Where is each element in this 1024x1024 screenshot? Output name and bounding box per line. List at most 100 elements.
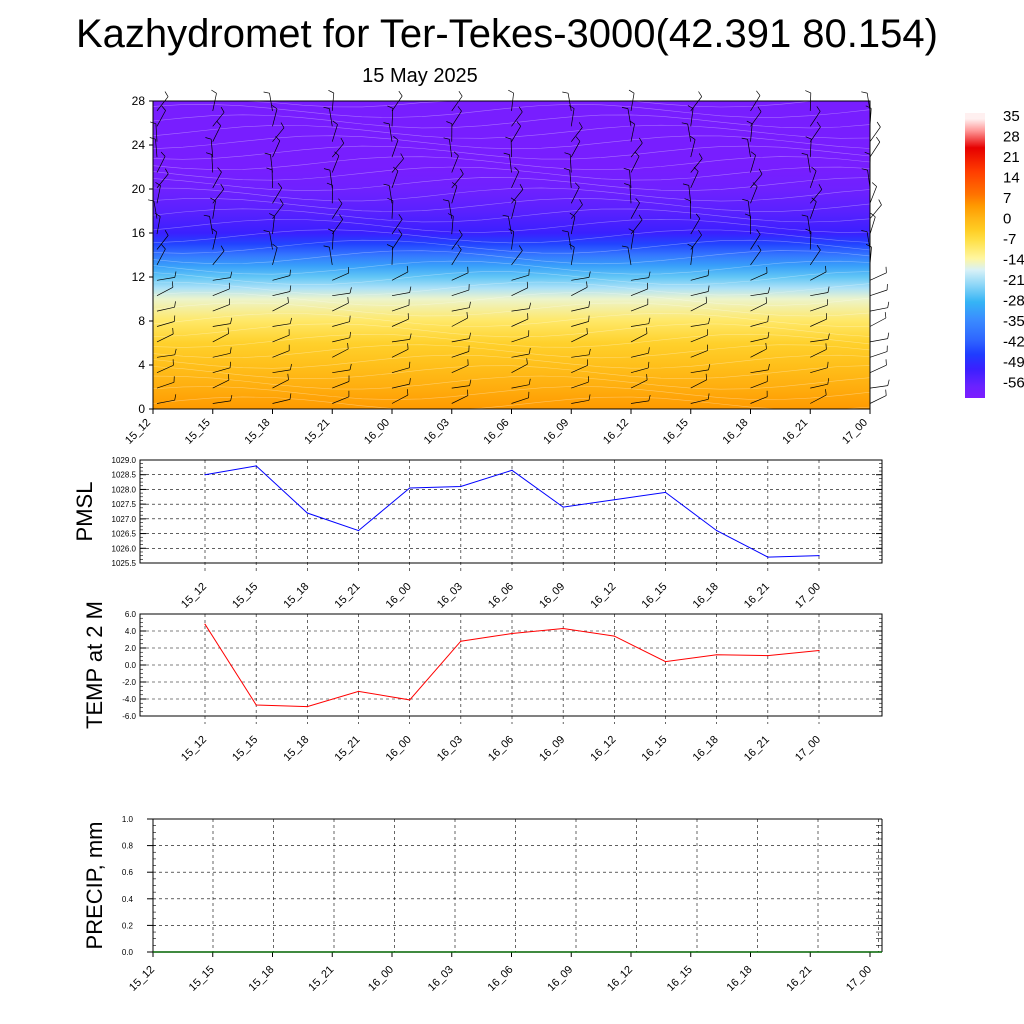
wind-barb-flag [707, 285, 710, 292]
wind-barb [451, 272, 469, 281]
colorbar-label: -56 [1003, 375, 1024, 392]
wind-barb [272, 140, 281, 158]
wind-barb [809, 92, 812, 111]
panel-frame [139, 613, 883, 717]
wind-barb [567, 93, 572, 111]
data-point [306, 512, 308, 514]
x-tick-label: 16_15 [665, 964, 695, 994]
wind-barb-flag [861, 91, 868, 94]
wind-barb [630, 333, 648, 343]
wind-barb-flag [458, 91, 463, 97]
x-tick-label: 15_12 [179, 734, 209, 764]
wind-barb-flag [349, 331, 351, 338]
wind-barb [810, 367, 828, 374]
wind-barb-flag [765, 342, 767, 350]
wind-barb-flag [502, 214, 509, 217]
data-point [460, 485, 462, 488]
wind-barb-flag [174, 301, 176, 308]
data-point [357, 690, 360, 693]
y-tick-label: 0.4 [122, 895, 134, 904]
data-point [306, 706, 308, 708]
wind-barb-flag [757, 106, 762, 112]
wind-barb-flag [588, 301, 591, 308]
wind-barb [869, 216, 876, 235]
wind-barb [329, 247, 333, 265]
x-tick-label: 16_03 [422, 417, 452, 447]
x-tick-label: 16_15 [640, 581, 670, 611]
wind-barb [391, 394, 409, 404]
wind-barb-flag [383, 183, 390, 186]
colorbar-label: -42 [1003, 334, 1024, 351]
wind-barb [156, 185, 161, 204]
wind-barb [509, 154, 512, 173]
wind-barb-flag [746, 120, 753, 125]
wind-barb [630, 379, 648, 389]
wind-barb [690, 323, 709, 327]
wind-barb [747, 139, 751, 158]
wind-barb-flag [503, 152, 510, 155]
y-tick-label: 0.6 [122, 868, 134, 877]
wind-barb-flag [469, 301, 471, 308]
wind-barb [451, 317, 468, 327]
wind-barb [156, 364, 174, 374]
wind-barb [156, 216, 161, 235]
wind-barb-flag [446, 121, 453, 125]
wind-barb [750, 396, 768, 404]
wind-barb-flag [338, 198, 343, 204]
wind-barb-flag [457, 244, 462, 250]
wind-barb-flag [621, 107, 628, 109]
wind-barb [332, 369, 351, 374]
wind-barb [630, 93, 635, 111]
wind-barb [155, 139, 158, 158]
wind-barb-flag [277, 182, 283, 189]
wind-barb [511, 171, 520, 189]
wind-barb-flag [340, 137, 345, 144]
wind-barb-flag [406, 389, 409, 396]
wind-barb [570, 187, 580, 204]
wind-barb [690, 334, 708, 343]
wind-barb-flag [645, 327, 648, 334]
colorbar-label: 28 [1003, 129, 1020, 146]
wind-barb [869, 338, 888, 343]
isotherm-line [152, 365, 871, 380]
isotherm-line [152, 271, 871, 286]
colorbar-label: -7 [1003, 231, 1016, 248]
wind-barb-flag [579, 199, 583, 205]
wind-barb [511, 335, 529, 343]
data-point [767, 556, 769, 558]
wind-barb [869, 289, 888, 297]
wind-barb [630, 277, 649, 281]
wind-barb [571, 364, 588, 374]
wind-barb-flag [406, 265, 409, 272]
isotherm-line [152, 333, 871, 348]
wind-barb-flag [519, 184, 524, 190]
x-tick-label: 15_15 [230, 734, 260, 764]
wind-barb [571, 333, 588, 343]
colorbar-label: -21 [1003, 272, 1024, 289]
wind-barb [571, 277, 590, 281]
wind-barb [332, 321, 350, 327]
wind-barb-flag [638, 137, 643, 144]
wind-barb [750, 272, 768, 281]
wind-barb-flag [349, 315, 351, 322]
x-tick-label: 16_00 [384, 581, 414, 611]
wind-barb [155, 123, 158, 142]
wind-barb-flag [861, 168, 868, 171]
wind-barb [511, 92, 514, 111]
wind-barb-flag [756, 229, 761, 235]
wind-barb-flag [230, 395, 233, 401]
wind-barb [269, 231, 273, 250]
wind-barb-flag [287, 296, 289, 303]
wind-barb-flag [705, 373, 708, 380]
wind-barb-flag [568, 105, 575, 109]
wind-barb [750, 186, 758, 204]
wind-barb-flag [887, 332, 890, 339]
wind-barb [269, 93, 273, 111]
wind-barb-flag [884, 312, 887, 319]
wind-barb [272, 108, 278, 127]
wind-barb [156, 306, 175, 312]
wind-barb [451, 216, 454, 235]
y-axis-label: PMSL [72, 482, 97, 542]
isotherm-line [152, 198, 871, 212]
